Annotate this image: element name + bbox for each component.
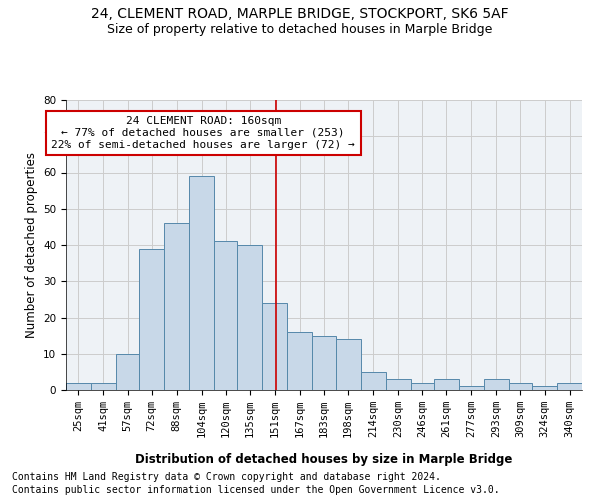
- Bar: [410, 383, 434, 390]
- Y-axis label: Number of detached properties: Number of detached properties: [25, 152, 38, 338]
- Bar: [459, 386, 484, 390]
- Bar: [189, 176, 214, 390]
- Text: 24 CLEMENT ROAD: 160sqm
← 77% of detached houses are smaller (253)
22% of semi-d: 24 CLEMENT ROAD: 160sqm ← 77% of detache…: [52, 116, 355, 150]
- Bar: [313, 336, 335, 390]
- Bar: [361, 372, 386, 390]
- Bar: [116, 354, 139, 390]
- Bar: [335, 339, 361, 390]
- Text: 24, CLEMENT ROAD, MARPLE BRIDGE, STOCKPORT, SK6 5AF: 24, CLEMENT ROAD, MARPLE BRIDGE, STOCKPO…: [91, 8, 509, 22]
- Bar: [91, 383, 116, 390]
- Bar: [214, 242, 238, 390]
- Bar: [434, 379, 459, 390]
- Text: Contains public sector information licensed under the Open Government Licence v3: Contains public sector information licen…: [12, 485, 500, 495]
- Bar: [287, 332, 313, 390]
- Bar: [164, 223, 189, 390]
- Bar: [66, 383, 91, 390]
- Bar: [484, 379, 509, 390]
- Bar: [139, 248, 164, 390]
- Bar: [509, 383, 532, 390]
- Text: Size of property relative to detached houses in Marple Bridge: Size of property relative to detached ho…: [107, 22, 493, 36]
- Text: Distribution of detached houses by size in Marple Bridge: Distribution of detached houses by size …: [136, 452, 512, 466]
- Bar: [238, 245, 262, 390]
- Bar: [262, 303, 287, 390]
- Bar: [386, 379, 410, 390]
- Bar: [532, 386, 557, 390]
- Text: Contains HM Land Registry data © Crown copyright and database right 2024.: Contains HM Land Registry data © Crown c…: [12, 472, 441, 482]
- Bar: [557, 383, 582, 390]
